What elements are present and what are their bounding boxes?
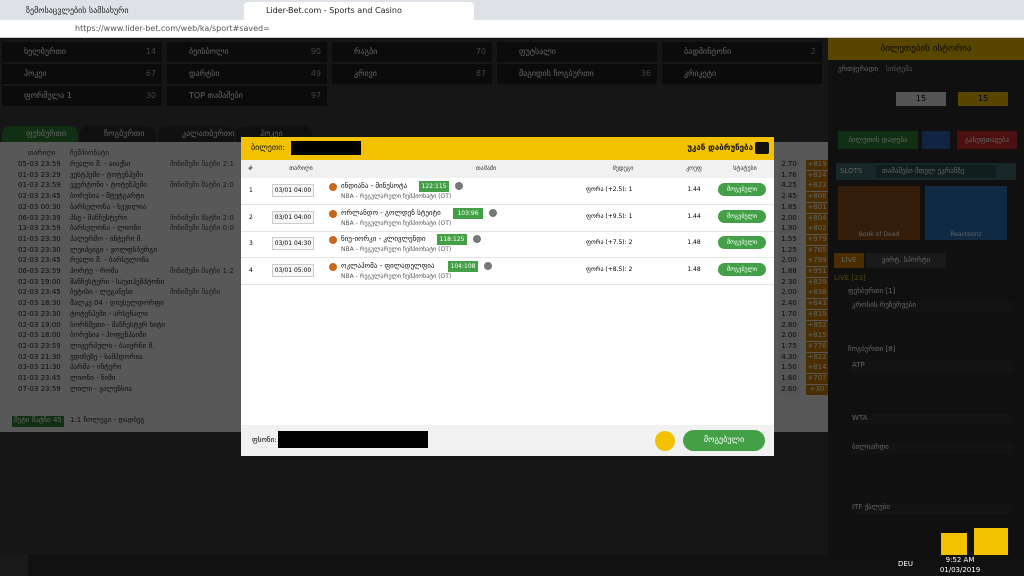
info-icon <box>484 261 492 270</box>
league: NBA - რეგულარული ჩემპიონატი (OT) <box>341 193 452 200</box>
ball-icon <box>329 183 337 191</box>
share-button[interactable] <box>655 431 675 451</box>
match: ორლანდო - გოლდენ სტეიტი <box>341 208 441 217</box>
ball-icon <box>329 209 337 218</box>
column-header: სტატუსი <box>733 165 757 172</box>
scroll-top[interactable] <box>974 528 1008 555</box>
column-header: # <box>248 165 254 172</box>
coef: 1.44 <box>687 212 701 220</box>
column-header: შედეგი <box>612 165 634 172</box>
row-number: 3 <box>249 240 253 247</box>
match: ოკლაჰომა - ფილადელფია <box>341 261 435 270</box>
row-date: 03/01 05:00 <box>272 263 314 277</box>
status-badge: მოგებული <box>718 183 766 196</box>
stake-label: ფსონი: <box>252 436 277 444</box>
score: 103:96 <box>453 207 483 219</box>
info-icon <box>455 182 463 190</box>
status-badge: მოგებული <box>718 236 766 249</box>
row-date: 03/01 04:30 <box>272 237 314 250</box>
info-icon <box>473 235 481 243</box>
chat-button[interactable] <box>941 533 967 555</box>
league: NBA - რეგულარული ჩემპიონატი (OT) <box>341 272 452 280</box>
coef: 1.48 <box>687 265 701 273</box>
row-number: 4 <box>249 266 253 274</box>
row-number: 2 <box>249 213 253 221</box>
ball-icon <box>329 236 337 244</box>
status-badge: მოგებული <box>718 262 766 276</box>
modal-title: ბილეთი: <box>251 143 286 152</box>
league: NBA - რეგულარული ჩემპიონატი (OT) <box>341 219 452 227</box>
tab[interactable]: ზემოსაცვლების სამსახური <box>4 2 242 20</box>
row-line <box>241 283 774 285</box>
row-number: 1 <box>249 187 253 194</box>
time: 9:52 AM <box>945 556 975 564</box>
tab[interactable]: Lider-Bet.com - Sports and Casino <box>244 2 474 20</box>
row-date: 03/01 04:00 <box>272 210 314 224</box>
match: ინდიანა - მინესოტა <box>341 182 408 190</box>
redacted <box>278 431 428 448</box>
result: ფორა (+8.5): 2 <box>586 265 633 273</box>
url[interactable]: https://www.lider-bet.com/web/ka/sport#s… <box>75 24 270 33</box>
start-button[interactable] <box>0 555 28 576</box>
address-bar <box>0 20 1024 38</box>
column-header: კოეფ <box>686 165 702 172</box>
row-line <box>241 204 774 205</box>
score: 118:125 <box>437 234 467 245</box>
modal: ბილეთი: უკან დაბრუნება # თარიღი თამაში შედეგი… <box>241 137 774 456</box>
coef: 1.48 <box>687 239 701 246</box>
taskbar: DEU 9:52 AM 01/03/2019 <box>0 555 1024 576</box>
info-icon <box>489 208 497 217</box>
redacted <box>291 141 361 155</box>
column-header: თარიღი <box>289 165 313 172</box>
table-header <box>241 160 774 178</box>
modal-header <box>241 137 774 160</box>
lang: DEU <box>898 560 913 568</box>
league: NBA - რეგულარული ჩემპიონატი (OT) <box>341 246 452 253</box>
result: ფორა (+7.5): 2 <box>586 239 633 246</box>
score: 104:108 <box>448 260 478 272</box>
coef: 1.44 <box>687 186 701 193</box>
final-status: მოგებული <box>683 430 765 451</box>
ball-icon <box>329 262 337 271</box>
date: 01/03/2019 <box>939 566 981 574</box>
row-line <box>241 257 774 258</box>
score: 122:115 <box>419 181 449 192</box>
match: ნიუ-იორკი - კლივლენდი <box>341 235 426 243</box>
back-link[interactable]: უკან დაბრუნება <box>687 143 753 152</box>
status-badge: მოგებული <box>718 209 766 223</box>
close-button[interactable] <box>755 142 769 154</box>
row-line <box>241 230 774 232</box>
row-date: 03/01 04:00 <box>272 184 314 197</box>
column-header: თამაში <box>475 165 497 172</box>
result: ფორა (+2.5): 1 <box>586 186 633 193</box>
result: ფორა (+9.5): 1 <box>586 212 633 220</box>
